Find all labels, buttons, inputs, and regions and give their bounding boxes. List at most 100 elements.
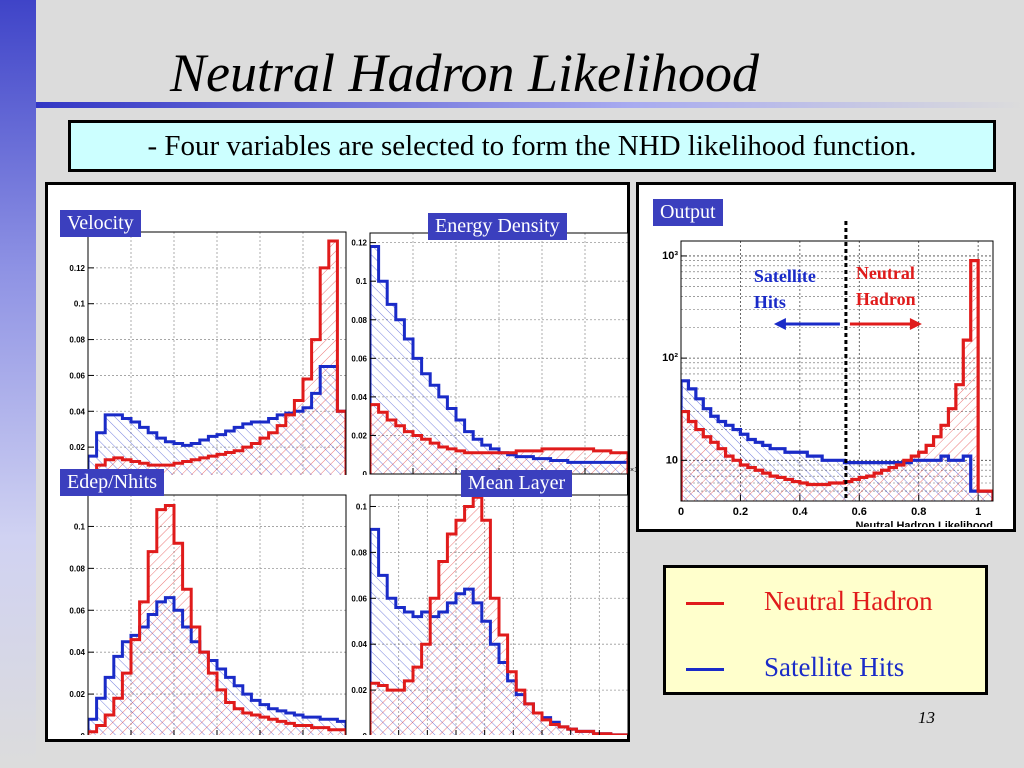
neutral-bin bbox=[542, 719, 551, 735]
satellite-bin bbox=[829, 460, 837, 501]
neutral-bin bbox=[688, 421, 696, 501]
x-tick-label: 0.4 bbox=[792, 506, 808, 518]
neutral-bin bbox=[978, 491, 986, 501]
y-tick-label: 0.04 bbox=[69, 407, 85, 416]
neutral-bin bbox=[413, 667, 422, 735]
neutral-bin bbox=[294, 400, 303, 475]
x-axis-title: Neutral Hadron Likelihood bbox=[855, 520, 993, 527]
x-tick-label: 0 bbox=[678, 506, 684, 518]
satellite-bin bbox=[88, 456, 97, 475]
output-label: Output bbox=[653, 199, 723, 226]
neutral-bin bbox=[911, 456, 919, 501]
neutral-bin bbox=[559, 726, 568, 735]
neutral-bin bbox=[277, 721, 286, 735]
neutral-bin bbox=[926, 445, 934, 501]
satellite-bin bbox=[438, 396, 448, 474]
legend-neutral-text: Neutral Hadron bbox=[764, 586, 933, 616]
neutral-bin bbox=[785, 479, 793, 501]
annotation-neutral-line: Neutral bbox=[856, 263, 915, 283]
neutral-bin bbox=[320, 267, 329, 475]
neutral-bin bbox=[378, 412, 388, 474]
satellite-bin bbox=[799, 452, 808, 501]
neutral-bin bbox=[268, 432, 278, 475]
neutral-bin bbox=[533, 713, 542, 735]
neutral-bin bbox=[260, 438, 269, 475]
neutral-bin bbox=[387, 690, 396, 735]
annotation-neutral-line: Hadron bbox=[856, 289, 916, 309]
neutral-bin bbox=[251, 443, 260, 475]
neutral-bin bbox=[285, 723, 295, 735]
neutral-bin bbox=[311, 727, 321, 735]
y-tick-label: 0 bbox=[81, 732, 86, 735]
y-tick-label: 0.04 bbox=[69, 648, 85, 657]
neutral-bin bbox=[777, 477, 785, 501]
y-tick-label: 0.04 bbox=[351, 640, 367, 649]
neutral-bin bbox=[217, 454, 226, 475]
neutral-bin bbox=[747, 467, 756, 501]
y-tick-label: 0.02 bbox=[69, 690, 85, 699]
neutral-bin bbox=[970, 260, 979, 501]
neutral-arrow-head bbox=[909, 318, 922, 330]
neutral-bin bbox=[941, 425, 949, 501]
satellite-bin bbox=[148, 432, 157, 475]
neutral-bin bbox=[337, 729, 346, 735]
neutral-bin bbox=[378, 685, 388, 735]
satellite-bin bbox=[395, 607, 405, 735]
x-tick-label: 0.2 bbox=[733, 506, 748, 518]
histograms bbox=[370, 495, 628, 735]
neutral-outline bbox=[370, 403, 628, 474]
neutral-bin bbox=[585, 731, 594, 735]
neutral-bin bbox=[387, 420, 396, 474]
neutral-bin bbox=[242, 712, 252, 735]
y-tick-label: 0.04 bbox=[351, 393, 367, 402]
neutral-bin bbox=[576, 731, 585, 735]
output-histogram: 0 0.2 0.4 0.6 0.8 1 10 10² 10³ Neutral Hadron Lik… bbox=[662, 221, 994, 527]
neutral-bin bbox=[395, 425, 405, 474]
satellite-outline bbox=[681, 379, 993, 501]
satellite-bin bbox=[387, 304, 396, 474]
neutral-bin bbox=[807, 484, 815, 501]
neutral-bin bbox=[933, 436, 941, 501]
neutral-bin bbox=[217, 689, 226, 735]
y-tick-label: 0.06 bbox=[69, 606, 85, 615]
neutral-bin bbox=[770, 476, 778, 501]
neutral-bin bbox=[499, 452, 508, 474]
neutral-bin bbox=[182, 589, 192, 735]
neutral-bin bbox=[277, 425, 286, 475]
satellite-bin bbox=[113, 414, 123, 475]
edep-nhits-label: Edep/Nhits bbox=[60, 469, 164, 496]
y-tick-label: 0.02 bbox=[351, 686, 367, 695]
neutral-bin bbox=[234, 708, 243, 735]
neutral-bin bbox=[481, 452, 491, 474]
neutral-bin bbox=[96, 725, 106, 735]
neutral-bin bbox=[710, 442, 719, 501]
y-tick-label: 0.08 bbox=[69, 564, 85, 573]
satellite-outline bbox=[370, 244, 628, 474]
neutral-bin bbox=[866, 476, 875, 501]
satellite-bin bbox=[785, 452, 793, 501]
neutral-bin bbox=[311, 339, 321, 475]
neutral-bin bbox=[718, 448, 726, 501]
y-tick-label: 0.12 bbox=[69, 264, 85, 273]
y-tick-label: 0.06 bbox=[69, 371, 85, 380]
satellite-bin bbox=[337, 721, 346, 735]
neutral-bin bbox=[456, 520, 465, 735]
neutral-bin bbox=[156, 509, 166, 735]
satellite-bin bbox=[370, 246, 379, 474]
satellite-outline bbox=[88, 364, 346, 475]
neutral-bin bbox=[881, 470, 889, 501]
y-tick-label: 0.1 bbox=[74, 300, 86, 309]
satellite-bin bbox=[96, 698, 106, 735]
neutral-bin bbox=[456, 450, 465, 474]
neutral-bin bbox=[148, 551, 157, 735]
legend-neutral-swatch bbox=[686, 602, 724, 605]
neutral-bin bbox=[542, 448, 551, 474]
satellite-bin bbox=[814, 456, 823, 501]
satellite-bin bbox=[131, 422, 140, 475]
y-tick-label: 0.08 bbox=[351, 548, 367, 557]
energy-density-histogram: 00.511.522.5300.020.040.060.080.10.12×10… bbox=[351, 232, 643, 475]
legend-satellite-swatch bbox=[686, 668, 724, 671]
satellite-bin bbox=[88, 719, 97, 735]
neutral-bin bbox=[294, 725, 303, 735]
y-tick-label: 0.12 bbox=[351, 239, 367, 248]
